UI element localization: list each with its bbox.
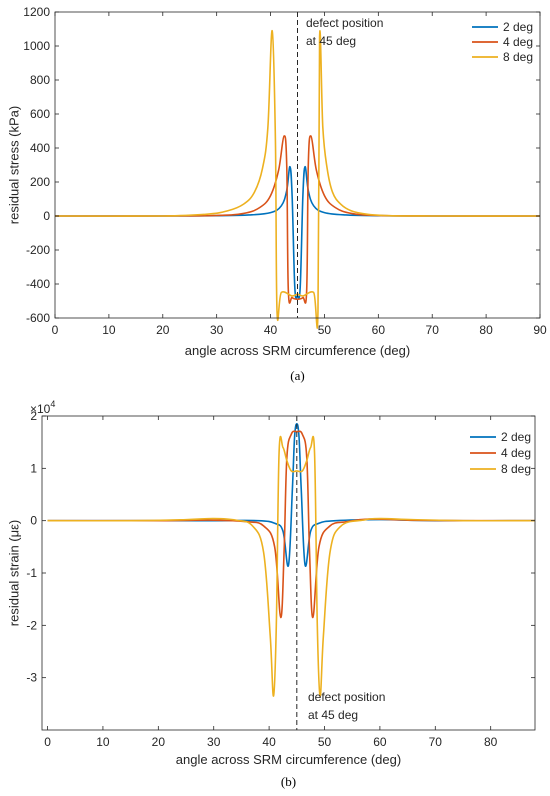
chart-a-x-tick-label-0: 0	[52, 323, 59, 337]
chart-a-series-1	[54, 135, 541, 304]
chart-a-y-tick-label-8: 1000	[23, 39, 50, 53]
chart-b-series-0	[47, 423, 536, 567]
chart-b-x-tick-label-5: 50	[318, 735, 332, 749]
chart-a-y-tick-label-2: -200	[26, 243, 50, 257]
chart-a-x-axis-label: angle across SRM circumference (deg)	[185, 343, 410, 358]
chart-b-x-axis-label: angle across SRM circumference (deg)	[176, 752, 401, 767]
chart-b-annotation-line1: defect position	[308, 690, 385, 704]
chart-a-x-tick-label-6: 60	[372, 323, 386, 337]
chart-b-y-tick-label-5: 2	[30, 409, 37, 423]
chart-a-axes-frame	[54, 11, 541, 319]
chart-b-x-tick-label-8: 80	[484, 735, 498, 749]
chart-a-y-tick-label-4: 200	[30, 175, 50, 189]
chart-a-y-axis-label: residual stress (kPa)	[7, 106, 22, 224]
chart-b-x-tick-label-2: 20	[152, 735, 166, 749]
chart-a-legend-label-1: 4 deg	[503, 35, 533, 49]
chart-b-y-tick-label-1: -2	[26, 618, 37, 632]
chart-a-x-tick-label-2: 20	[156, 323, 170, 337]
chart-b-x-tick-label-7: 70	[429, 735, 443, 749]
chart-a-x-tick-label-7: 70	[426, 323, 440, 337]
chart-a-y-tick-label-0: -600	[26, 311, 50, 325]
chart-a-y-tick-label-3: 0	[43, 209, 50, 223]
chart-a-y-tick-label-9: 1200	[23, 5, 50, 19]
chart-b-legend-label-0: 2 deg	[501, 430, 531, 444]
chart-b-x-tick-label-1: 10	[96, 735, 110, 749]
chart-b-y-axis-label: residual strain (με)	[7, 520, 22, 626]
chart-a-y-tick-label-1: -400	[26, 277, 50, 291]
chart-a-ticks: 0 10 20 30 40 50 60 70 80 90 -600 -400 -200 0 200 400 60…	[23, 5, 547, 337]
chart-b-series	[47, 423, 536, 697]
chart-b-series-2	[47, 435, 536, 697]
chart-b-panel-label: (b)	[281, 774, 296, 789]
chart-b-annotation-line2: at 45 deg	[308, 708, 358, 722]
chart-b-legend-label-1: 4 deg	[501, 446, 531, 460]
chart-a-x-tick-label-9: 90	[533, 323, 547, 337]
chart-b-ticks: 0 10 20 30 40 50 60 70 80 -3 -2 -1 0 1 2	[26, 409, 535, 749]
chart-a-x-tick-label-4: 40	[264, 323, 278, 337]
chart-b-x-tick-label-6: 60	[373, 735, 387, 749]
chart-a-x-tick-label-3: 30	[210, 323, 224, 337]
chart-a-y-tick-label-5: 400	[30, 141, 50, 155]
chart-a-y-tick-label-6: 600	[30, 107, 50, 121]
chart-b-y-multiplier-base: ×10	[30, 402, 51, 416]
chart-a-panel-label: (a)	[290, 368, 304, 383]
chart-a-annotation-line2: at 45 deg	[306, 34, 356, 48]
chart-b-legend: 2 deg 4 deg 8 deg	[470, 430, 531, 476]
chart-a-y-tick-label-7: 800	[30, 73, 50, 87]
chart-a: 0 10 20 30 40 50 60 70 80 90 -600 -400 -200 0 200 400 60…	[7, 5, 547, 383]
chart-a-annotation-line1: defect position	[306, 16, 383, 30]
chart-a-legend-label-0: 2 deg	[503, 20, 533, 34]
chart-a-x-tick-label-5: 50	[318, 323, 332, 337]
chart-a-series	[54, 29, 541, 329]
chart-b-y-multiplier: ×104	[30, 399, 55, 416]
chart-b-legend-label-2: 8 deg	[501, 462, 531, 476]
chart-b-x-tick-label-3: 30	[207, 735, 221, 749]
chart-b-y-tick-label-3: 0	[30, 514, 37, 528]
chart-b: 0 10 20 30 40 50 60 70 80 -3 -2 -1 0 1 2 ×104 defect p…	[7, 399, 536, 789]
chart-a-x-tick-label-1: 10	[102, 323, 116, 337]
chart-b-x-tick-label-0: 0	[44, 735, 51, 749]
chart-a-series-2	[54, 29, 541, 329]
chart-b-y-tick-label-2: -1	[26, 566, 37, 580]
chart-b-x-tick-label-4: 40	[262, 735, 276, 749]
chart-a-legend-label-2: 8 deg	[503, 50, 533, 64]
chart-b-y-tick-label-0: -3	[26, 671, 37, 685]
chart-a-x-tick-label-8: 80	[479, 323, 493, 337]
chart-b-y-multiplier-exponent: 4	[50, 399, 55, 409]
chart-b-y-tick-label-4: 1	[30, 461, 37, 475]
